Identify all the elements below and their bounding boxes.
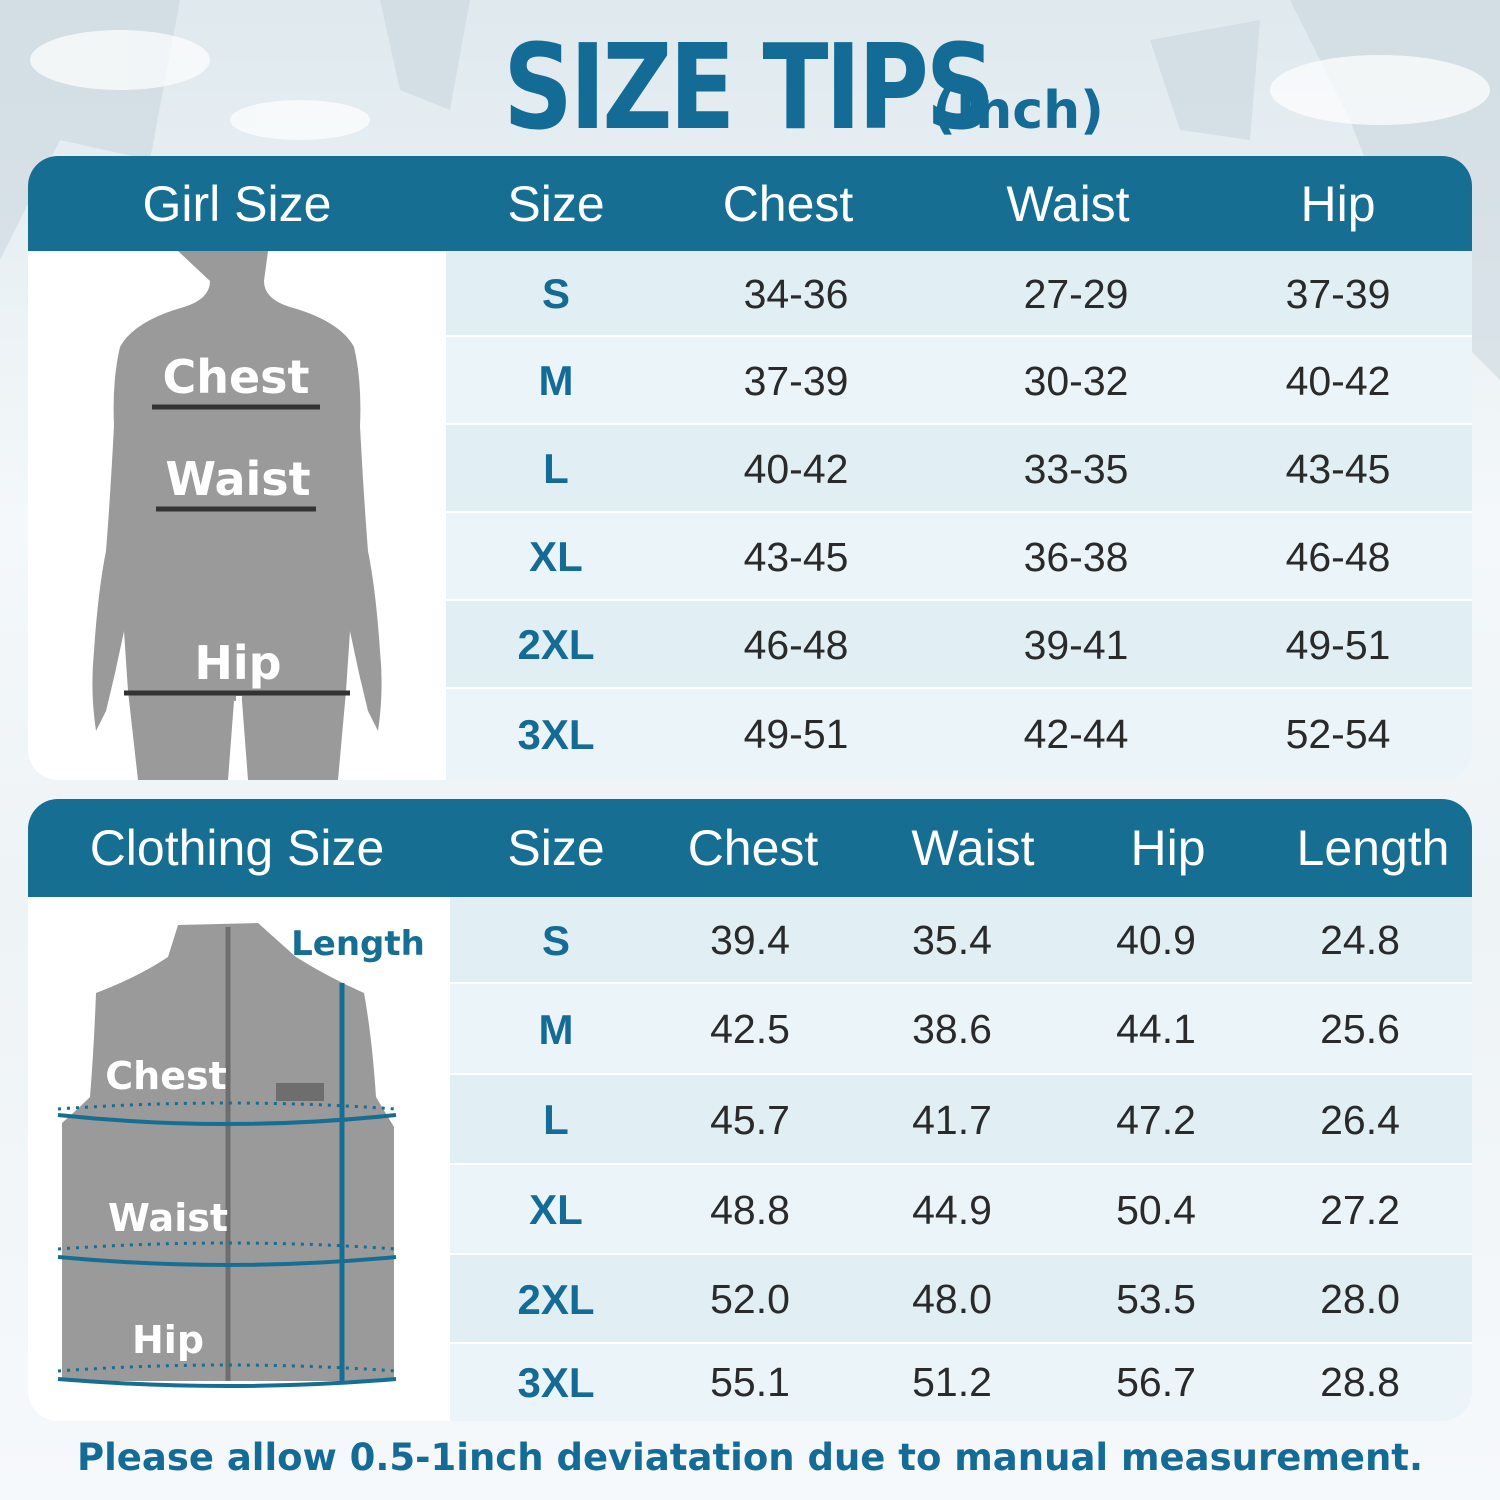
header-girl-size: Girl Size (142, 175, 332, 232)
cell-chest: 55.1 (710, 1359, 790, 1405)
cell-chest: 37-39 (743, 357, 849, 404)
cell-waist: 33-35 (1023, 445, 1129, 492)
girl-size-rows: S 34-36 27-29 37-39 M 37-39 30-32 40-42 … (446, 251, 1472, 780)
clothing-size-header-row: Clothing Size Size Chest Waist Hip Lengt… (28, 799, 1472, 897)
cell-waist: 30-32 (1023, 357, 1129, 404)
header-hip: Hip (1130, 820, 1206, 876)
header-waist: Waist (911, 820, 1035, 876)
table-row: 3XL 55.1 51.2 56.7 28.8 (450, 1344, 1472, 1421)
figure-label-hip: Hip (132, 1318, 204, 1362)
cell-hip: 53.5 (1116, 1276, 1196, 1322)
cell-hip: 46-48 (1285, 533, 1391, 580)
cell-size: XL (529, 1186, 583, 1233)
clothing-size-rows: S 39.4 35.4 40.9 24.8 M 42.5 38.6 44.1 2… (450, 897, 1472, 1421)
cell-length: 24.8 (1320, 917, 1400, 963)
table-row: 2XL 46-48 39-41 49-51 (446, 601, 1472, 689)
header-waist: Waist (1006, 175, 1130, 232)
figure-label-waist: Waist (108, 1196, 228, 1240)
cell-size: S (541, 270, 570, 317)
cell-size: L (543, 1096, 569, 1143)
header-length: Length (1296, 820, 1450, 876)
cell-waist: 44.9 (912, 1186, 992, 1233)
header-chest: Chest (722, 175, 854, 232)
cell-length: 28.0 (1320, 1276, 1400, 1322)
cell-size: M (538, 357, 574, 404)
cell-waist: 41.7 (912, 1096, 992, 1143)
body-figure: Chest Waist Hip (28, 251, 446, 780)
table-row: 2XL 52.0 48.0 53.5 28.0 (450, 1255, 1472, 1344)
girl-size-header-row: Girl Size Size Chest Waist Hip (28, 156, 1472, 251)
cell-waist: 38.6 (912, 1006, 992, 1052)
vest-figure: Length Chest Waist Hip (28, 897, 450, 1421)
cell-size: XL (529, 533, 583, 580)
cell-size: 2XL (517, 621, 595, 668)
header-size: Size (507, 175, 605, 232)
cell-length: 28.8 (1320, 1359, 1400, 1405)
cell-waist: 42-44 (1023, 711, 1129, 757)
cell-hip: 40.9 (1116, 917, 1196, 963)
cell-hip: 49-51 (1285, 621, 1391, 668)
header-clothing-size: Clothing Size (89, 820, 385, 876)
vest-silhouette: Length Chest Waist Hip (57, 923, 425, 1388)
cell-chest: 48.8 (710, 1186, 790, 1233)
cell-waist: 48.0 (912, 1276, 992, 1322)
cell-waist: 27-29 (1023, 270, 1129, 317)
cell-hip: 50.4 (1116, 1186, 1196, 1233)
header-size: Size (507, 820, 605, 876)
cell-size: 3XL (517, 710, 595, 758)
cell-size: S (541, 916, 570, 964)
table-row: L 45.7 41.7 47.2 26.4 (450, 1075, 1472, 1165)
header-hip: Hip (1300, 175, 1376, 232)
cell-chest: 45.7 (710, 1096, 790, 1143)
cell-chest: 43-45 (743, 533, 849, 580)
table-row: M 42.5 38.6 44.1 25.6 (450, 984, 1472, 1075)
cell-size: 2XL (517, 1275, 595, 1323)
figure-label-length: Length (291, 924, 425, 964)
table-row: 3XL 49-51 42-44 52-54 (446, 689, 1472, 780)
cell-hip: 56.7 (1116, 1359, 1196, 1405)
table-row: M 37-39 30-32 40-42 (446, 337, 1472, 425)
cell-length: 26.4 (1320, 1096, 1400, 1143)
cell-chest: 42.5 (710, 1006, 790, 1052)
table-row: XL 43-45 36-38 46-48 (446, 513, 1472, 601)
cell-waist: 51.2 (912, 1359, 992, 1405)
cell-length: 25.6 (1320, 1006, 1400, 1052)
figure-label-waist: Waist (165, 452, 310, 506)
cell-hip: 47.2 (1116, 1096, 1196, 1143)
figure-label-hip: Hip (194, 636, 281, 690)
table-row: S 39.4 35.4 40.9 24.8 (450, 897, 1472, 984)
clothing-size-table: Clothing Size Size Chest Waist Hip Lengt… (28, 799, 1472, 1421)
figure-label-chest: Chest (162, 350, 309, 404)
cell-length: 27.2 (1320, 1186, 1400, 1233)
cell-hip: 37-39 (1285, 270, 1391, 317)
cell-size: M (538, 1005, 574, 1053)
cell-size: L (543, 445, 569, 492)
cell-hip: 40-42 (1285, 357, 1391, 404)
cell-chest: 46-48 (743, 621, 849, 668)
female-silhouette: Chest Waist Hip (92, 251, 382, 780)
table-row: S 34-36 27-29 37-39 (446, 251, 1472, 337)
title-unit: (Inch) (932, 81, 1104, 141)
cell-chest: 34-36 (743, 270, 849, 317)
cell-hip: 44.1 (1116, 1006, 1196, 1052)
cell-chest: 40-42 (743, 445, 849, 492)
cell-waist: 39-41 (1023, 621, 1129, 668)
page-title: SIZE TIPS(Inch) (0, 18, 1500, 156)
deviation-note: Please allow 0.5-1inch deviatation due t… (76, 1436, 1424, 1479)
cell-chest: 49-51 (743, 711, 849, 757)
header-chest: Chest (687, 820, 819, 876)
table-row: XL 48.8 44.9 50.4 27.2 (450, 1165, 1472, 1255)
cell-waist: 35.4 (912, 917, 992, 963)
cell-chest: 39.4 (710, 917, 790, 963)
table-row: L 40-42 33-35 43-45 (446, 425, 1472, 513)
cell-size: 3XL (517, 1358, 595, 1406)
cell-waist: 36-38 (1023, 533, 1129, 580)
girl-size-table: Girl Size Size Chest Waist Hip Chest Wai… (28, 156, 1472, 780)
figure-label-chest: Chest (105, 1054, 227, 1098)
title-main: SIZE TIPS (503, 18, 995, 156)
cell-chest: 52.0 (710, 1276, 790, 1322)
cell-hip: 52-54 (1285, 711, 1391, 757)
cell-hip: 43-45 (1285, 445, 1391, 492)
